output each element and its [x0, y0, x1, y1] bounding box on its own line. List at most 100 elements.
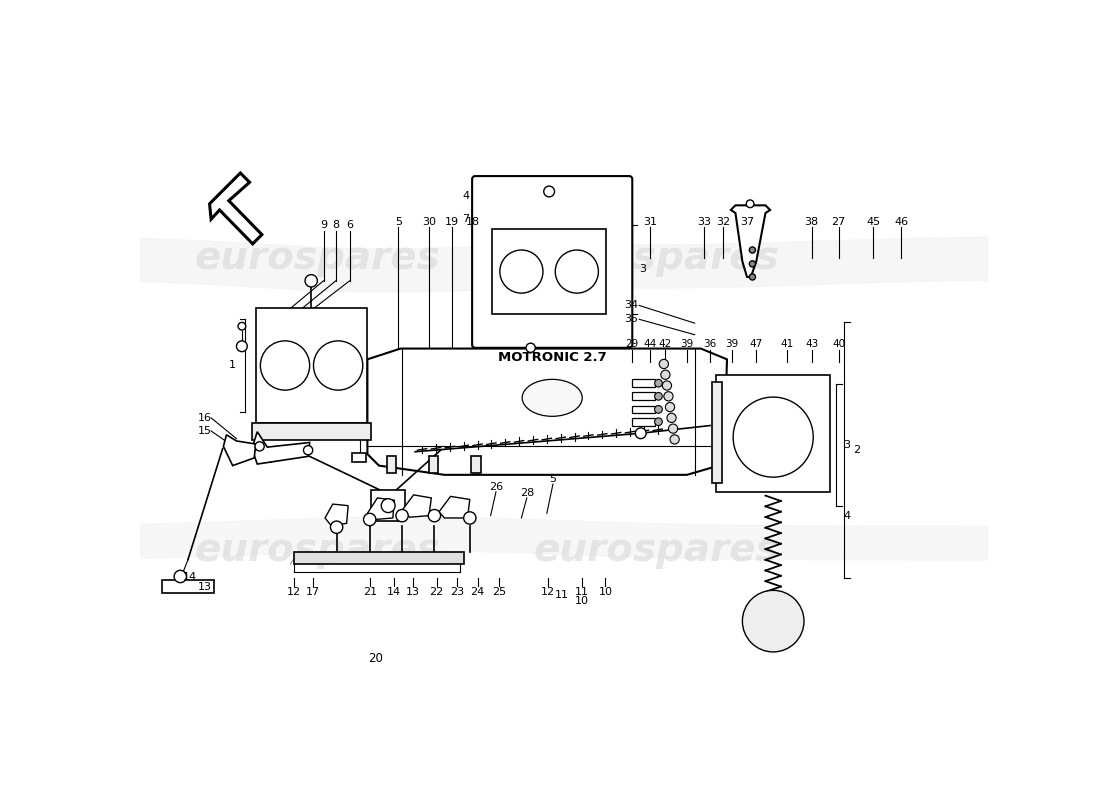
- Circle shape: [363, 514, 376, 526]
- Polygon shape: [730, 206, 770, 277]
- Text: 10: 10: [574, 596, 589, 606]
- Text: 18: 18: [465, 217, 480, 226]
- Bar: [716, 374, 830, 492]
- Circle shape: [666, 402, 674, 412]
- Circle shape: [661, 370, 670, 379]
- Bar: [257, 453, 272, 462]
- Circle shape: [669, 424, 678, 434]
- Text: 31: 31: [644, 217, 657, 226]
- Text: 2: 2: [852, 445, 860, 455]
- Text: 22: 22: [430, 587, 443, 597]
- Circle shape: [556, 250, 598, 293]
- Text: 11: 11: [556, 590, 569, 600]
- Text: 12: 12: [287, 587, 301, 597]
- Polygon shape: [367, 498, 395, 519]
- Bar: [631, 379, 654, 387]
- Polygon shape: [439, 496, 470, 518]
- Circle shape: [654, 418, 662, 426]
- Text: 20: 20: [367, 651, 383, 665]
- Text: 14: 14: [184, 572, 197, 582]
- Text: 21: 21: [363, 587, 377, 597]
- Bar: [387, 456, 396, 474]
- Text: 29: 29: [625, 339, 638, 349]
- Circle shape: [236, 341, 248, 352]
- Text: 26: 26: [488, 482, 503, 492]
- Text: 13: 13: [406, 587, 420, 597]
- Text: 28: 28: [519, 488, 534, 498]
- Text: 30: 30: [422, 217, 436, 226]
- Circle shape: [428, 510, 440, 522]
- Bar: [255, 308, 367, 423]
- Polygon shape: [252, 432, 310, 464]
- Text: eurospares: eurospares: [195, 531, 440, 570]
- Text: 35: 35: [625, 314, 638, 324]
- Text: 42: 42: [659, 339, 672, 349]
- Text: 44: 44: [644, 339, 657, 349]
- Circle shape: [543, 186, 554, 197]
- Text: 24: 24: [471, 587, 485, 597]
- Text: 46: 46: [894, 217, 909, 226]
- Text: 5: 5: [550, 474, 557, 485]
- Text: 43: 43: [805, 339, 818, 349]
- Text: 3: 3: [844, 440, 850, 450]
- Text: 3: 3: [639, 264, 647, 274]
- Circle shape: [749, 247, 756, 253]
- Text: 4: 4: [844, 511, 850, 522]
- Text: 12: 12: [541, 587, 556, 597]
- Text: 6: 6: [346, 220, 353, 230]
- Bar: [631, 406, 654, 414]
- Text: 47: 47: [749, 339, 763, 349]
- Circle shape: [670, 434, 680, 444]
- Bar: [472, 456, 481, 474]
- Bar: [352, 453, 366, 462]
- Circle shape: [238, 322, 245, 330]
- Text: 45: 45: [866, 217, 880, 226]
- Circle shape: [526, 343, 536, 353]
- Circle shape: [330, 521, 343, 534]
- Text: 25: 25: [492, 587, 506, 597]
- Text: 23: 23: [450, 587, 464, 597]
- Text: 33: 33: [697, 217, 711, 226]
- Circle shape: [314, 341, 363, 390]
- Circle shape: [304, 446, 312, 455]
- Polygon shape: [223, 435, 255, 466]
- Circle shape: [659, 359, 669, 369]
- FancyBboxPatch shape: [472, 176, 632, 348]
- Text: 9: 9: [320, 220, 327, 230]
- Bar: [429, 456, 438, 474]
- Circle shape: [662, 381, 671, 390]
- Text: MOTRONIC 2.7: MOTRONIC 2.7: [498, 350, 606, 363]
- Circle shape: [667, 414, 676, 422]
- Text: 7: 7: [462, 214, 470, 224]
- Text: 39: 39: [680, 339, 694, 349]
- Circle shape: [636, 428, 646, 438]
- Polygon shape: [209, 173, 262, 244]
- Circle shape: [663, 392, 673, 401]
- Bar: [372, 490, 405, 521]
- Circle shape: [464, 512, 476, 524]
- Text: 16: 16: [198, 413, 212, 423]
- Text: 36: 36: [703, 339, 717, 349]
- Text: 5: 5: [395, 217, 402, 226]
- Circle shape: [499, 250, 543, 293]
- Bar: [631, 393, 654, 400]
- Circle shape: [749, 261, 756, 267]
- Text: 14: 14: [386, 587, 400, 597]
- Polygon shape: [403, 495, 431, 517]
- Text: eurospares: eurospares: [534, 238, 779, 277]
- Text: 15: 15: [198, 426, 212, 436]
- Text: 13: 13: [198, 582, 212, 592]
- Text: eurospares: eurospares: [534, 531, 779, 570]
- Circle shape: [382, 498, 395, 513]
- Text: 27: 27: [832, 217, 846, 226]
- Text: 41: 41: [780, 339, 794, 349]
- Text: 19: 19: [446, 217, 459, 226]
- Text: 10: 10: [598, 587, 613, 597]
- Text: 38: 38: [804, 217, 818, 226]
- Text: 32: 32: [716, 217, 730, 226]
- Polygon shape: [295, 552, 464, 564]
- Circle shape: [654, 379, 662, 387]
- Ellipse shape: [522, 379, 582, 416]
- Polygon shape: [326, 504, 348, 526]
- Bar: [492, 230, 606, 314]
